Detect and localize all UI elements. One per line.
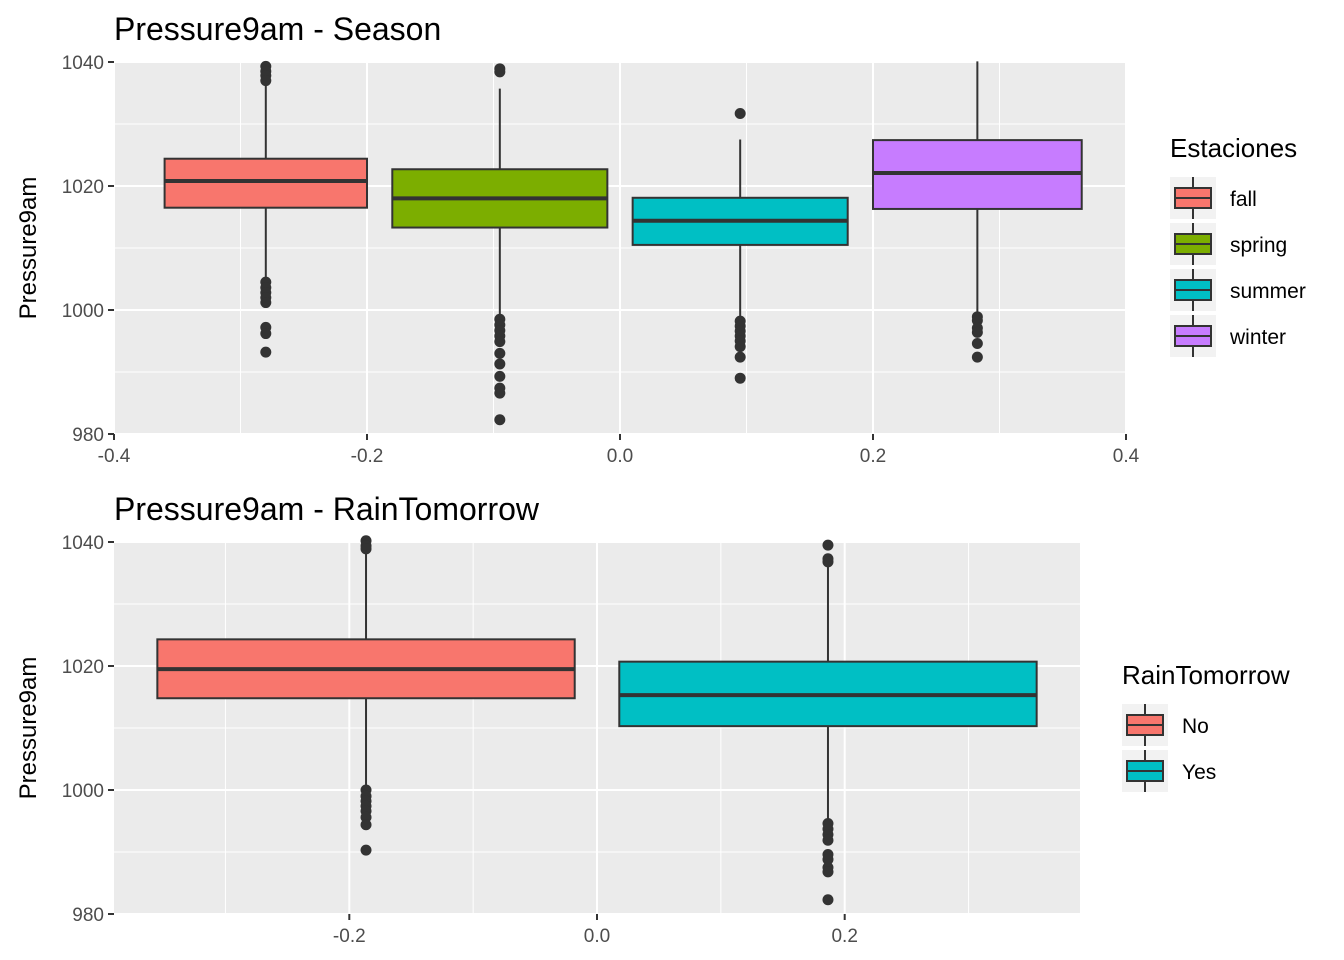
box-fall: [163, 157, 368, 209]
y-tick-label: 1040: [62, 53, 104, 74]
box-marks: [156, 535, 1038, 906]
outlier-point: [494, 370, 506, 382]
outlier-point: [494, 347, 506, 359]
x-tick-label: 0.0: [607, 446, 633, 467]
y-tick-label: 980: [72, 425, 104, 446]
legend-label: spring: [1230, 234, 1287, 257]
gridlines: [113, 61, 1127, 435]
legend-label: summer: [1230, 280, 1306, 303]
x-tick-label: 0.4: [1113, 446, 1140, 467]
y-tick-label: 1000: [62, 301, 104, 322]
legend-title: RainTomorrow: [1122, 660, 1290, 690]
outlier-point: [734, 351, 746, 363]
legend: Estaciones fall spring summer winter: [1170, 133, 1306, 357]
legend-label: fall: [1230, 188, 1257, 211]
outlier-point: [360, 543, 372, 555]
outlier-point: [822, 556, 834, 568]
x-tick-label: 0.2: [860, 446, 886, 467]
x-tick-label: 0.2: [831, 926, 857, 947]
outlier-point: [494, 66, 506, 78]
outlier-point: [822, 539, 834, 551]
outlier-point: [822, 894, 834, 906]
outlier-point: [971, 351, 983, 363]
outlier-point: [971, 326, 983, 338]
legend-label: No: [1182, 715, 1209, 738]
y-axis-title: Pressure9am: [15, 177, 42, 320]
y-tick-label: 1020: [62, 657, 104, 678]
y-tick-label: 1020: [62, 177, 104, 198]
legend: RainTomorrow No Yes: [1122, 660, 1290, 792]
y-axis-title: Pressure9am: [15, 657, 42, 800]
y-tick-label: 1000: [62, 781, 104, 802]
box-marks: [163, 60, 1083, 426]
outlier-point: [734, 372, 746, 384]
outlier-point: [260, 75, 272, 87]
outlier-point: [494, 387, 506, 399]
outlier-point: [360, 844, 372, 856]
x-tick-label: -0.4: [98, 446, 131, 467]
outlier-point: [360, 819, 372, 831]
outlier-point: [494, 358, 506, 370]
axis-ticks: -0.4 -0.2 0.0 0.2 0.4 980 1000 1020 1040: [62, 53, 1140, 467]
raintomorrow-boxplot-panel: Pressure9am - RainTomorrow Pressure9am -…: [15, 491, 1290, 947]
outlier-point: [260, 346, 272, 358]
outlier-point: [494, 336, 506, 348]
outlier-point: [494, 414, 506, 426]
outlier-point: [734, 341, 746, 353]
legend-label: winter: [1229, 326, 1286, 349]
outlier-point: [971, 337, 983, 349]
x-tick-label: -0.2: [333, 926, 366, 947]
legend-label: Yes: [1182, 761, 1216, 784]
y-tick-label: 1040: [62, 533, 104, 554]
chart-title: Pressure9am - RainTomorrow: [114, 491, 540, 527]
axis-ticks: -0.2 0.0 0.2 980 1000 1020 1040: [62, 533, 858, 947]
season-boxplot-panel: Pressure9am - Season Pressure9am -0.4 -0.…: [15, 11, 1306, 467]
legend-title: Estaciones: [1170, 133, 1297, 163]
chart-title: Pressure9am - Season: [114, 11, 441, 47]
x-tick-label: -0.2: [351, 446, 384, 467]
outlier-point: [822, 834, 834, 846]
y-tick-label: 980: [72, 905, 104, 926]
outlier-point: [260, 328, 272, 340]
outlier-point: [734, 107, 746, 119]
outlier-point: [260, 297, 272, 309]
outlier-point: [822, 866, 834, 878]
outlier-point: [822, 853, 834, 865]
x-tick-label: 0.0: [584, 926, 610, 947]
